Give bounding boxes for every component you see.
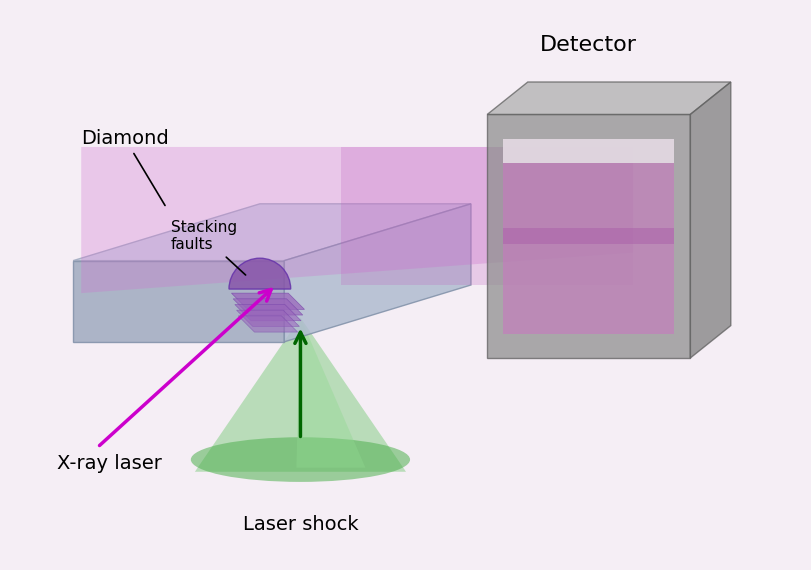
Polygon shape	[503, 139, 673, 163]
Polygon shape	[231, 293, 304, 310]
Text: Laser shock: Laser shock	[242, 515, 358, 534]
Text: Detector: Detector	[539, 35, 637, 55]
Text: Stacking
faults: Stacking faults	[170, 220, 245, 275]
Polygon shape	[238, 316, 298, 332]
Polygon shape	[487, 82, 730, 115]
Polygon shape	[341, 147, 633, 285]
Text: X-ray laser: X-ray laser	[57, 454, 161, 473]
Polygon shape	[503, 139, 673, 333]
Polygon shape	[503, 228, 673, 245]
Polygon shape	[73, 260, 284, 342]
Polygon shape	[689, 82, 730, 358]
Polygon shape	[81, 147, 633, 293]
Polygon shape	[73, 204, 470, 260]
Text: Diamond: Diamond	[81, 129, 169, 205]
Polygon shape	[233, 299, 303, 315]
Polygon shape	[487, 115, 689, 358]
Polygon shape	[195, 317, 406, 472]
Polygon shape	[236, 310, 299, 327]
Ellipse shape	[191, 437, 410, 482]
Wedge shape	[229, 258, 290, 289]
Polygon shape	[296, 317, 365, 468]
Polygon shape	[284, 204, 470, 342]
Polygon shape	[234, 304, 301, 321]
